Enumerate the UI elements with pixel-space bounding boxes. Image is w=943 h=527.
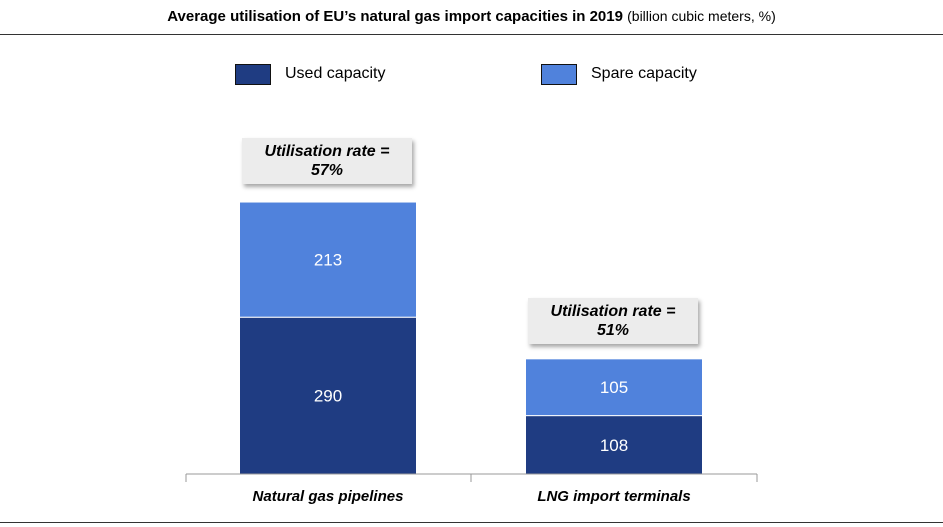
top-rule [0,34,943,35]
category-label-lng: LNG import terminals [537,488,691,505]
legend-item-used: Used capacity [235,62,386,86]
bar-pipelines-spare [239,201,417,318]
bottom-rule [0,522,943,523]
chart-title: Average utilisation of EU’s natural gas … [0,8,943,25]
bar-lng-spare [525,358,703,417]
title-main: Average utilisation of EU’s natural gas … [167,8,623,25]
legend-swatch-used [235,63,271,85]
data-label-pipelines-spare: 213 [314,251,342,270]
callout-lng-line1: Utilisation rate = [550,303,676,320]
legend-label-spare: Spare capacity [591,65,697,82]
callout-lng-line2: 51% [596,322,630,339]
data-label-pipelines-used: 290 [314,387,342,406]
category-label-pipelines: Natural gas pipelines [252,488,404,505]
data-label-lng-spare: 105 [600,378,628,397]
callout-pipelines: Utilisation rate = 57% [242,138,412,184]
callout-pipelines-line2: 57% [310,162,344,179]
callout-lng: Utilisation rate = 51% [528,298,698,344]
title-subtitle: (billion cubic meters, %) [627,8,776,24]
data-label-lng-used: 108 [600,436,628,455]
callout-pipelines-line1: Utilisation rate = [264,143,390,160]
legend-swatch-spare [541,63,577,85]
legend-label-used: Used capacity [285,65,386,82]
legend-item-spare: Spare capacity [541,62,697,86]
